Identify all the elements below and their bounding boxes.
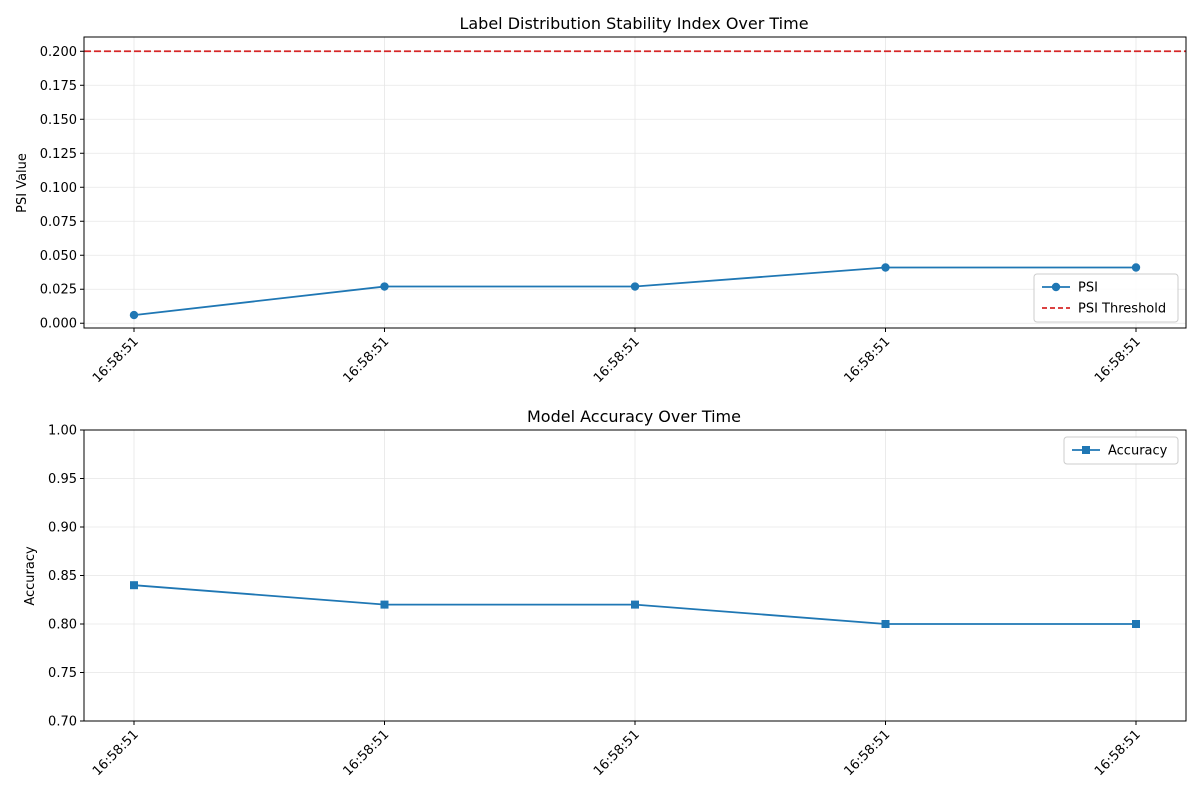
data-point [1132,620,1140,628]
data-point [630,282,640,291]
accuracy-chart-title: Model Accuracy Over Time [527,407,741,426]
y-tick-label: 0.000 [40,317,77,332]
y-tick-label: 1.00 [48,424,77,439]
legend-marker [1082,446,1090,454]
y-tick-label: 0.85 [48,569,77,584]
psi-y-axis-label: PSI Value [15,153,30,213]
data-point [129,310,139,320]
y-tick-label: 0.90 [48,521,77,536]
y-tick-label: 0.100 [40,181,77,196]
legend-box [1033,273,1179,323]
y-tick-label: 0.075 [40,215,77,230]
data-point [631,600,639,609]
legend-label: Accuracy [1108,444,1168,459]
data-point [380,600,389,609]
legend: Accuracy [1063,436,1179,465]
data-point [881,620,890,628]
y-tick-label: 0.025 [40,283,77,298]
data-point [1131,263,1141,272]
psi-chart-title: Label Distribution Stability Index Over … [459,14,808,33]
y-tick-label: 0.200 [40,45,77,60]
plot-frame [83,36,1187,329]
y-tick-label: 0.95 [48,472,77,487]
y-tick-label: 0.150 [40,113,77,128]
legend-marker [1051,282,1061,292]
y-tick-label: 0.175 [40,79,77,94]
accuracy-y-axis-label: Accuracy [23,546,38,606]
legend: PSI PSI Threshold [1033,273,1179,323]
legend-label: PSI Threshold [1078,302,1166,317]
y-tick-label: 0.75 [48,666,77,681]
legend-label: PSI [1078,281,1098,296]
y-tick-label: 0.70 [48,715,77,730]
data-point [881,263,890,272]
y-tick-label: 0.80 [48,618,77,633]
plot-frame [83,429,1187,722]
data-point [130,581,138,590]
y-tick-label: 0.125 [40,147,77,162]
data-point [380,282,389,291]
legend-box [1063,436,1179,465]
y-tick-label: 0.050 [40,249,77,264]
